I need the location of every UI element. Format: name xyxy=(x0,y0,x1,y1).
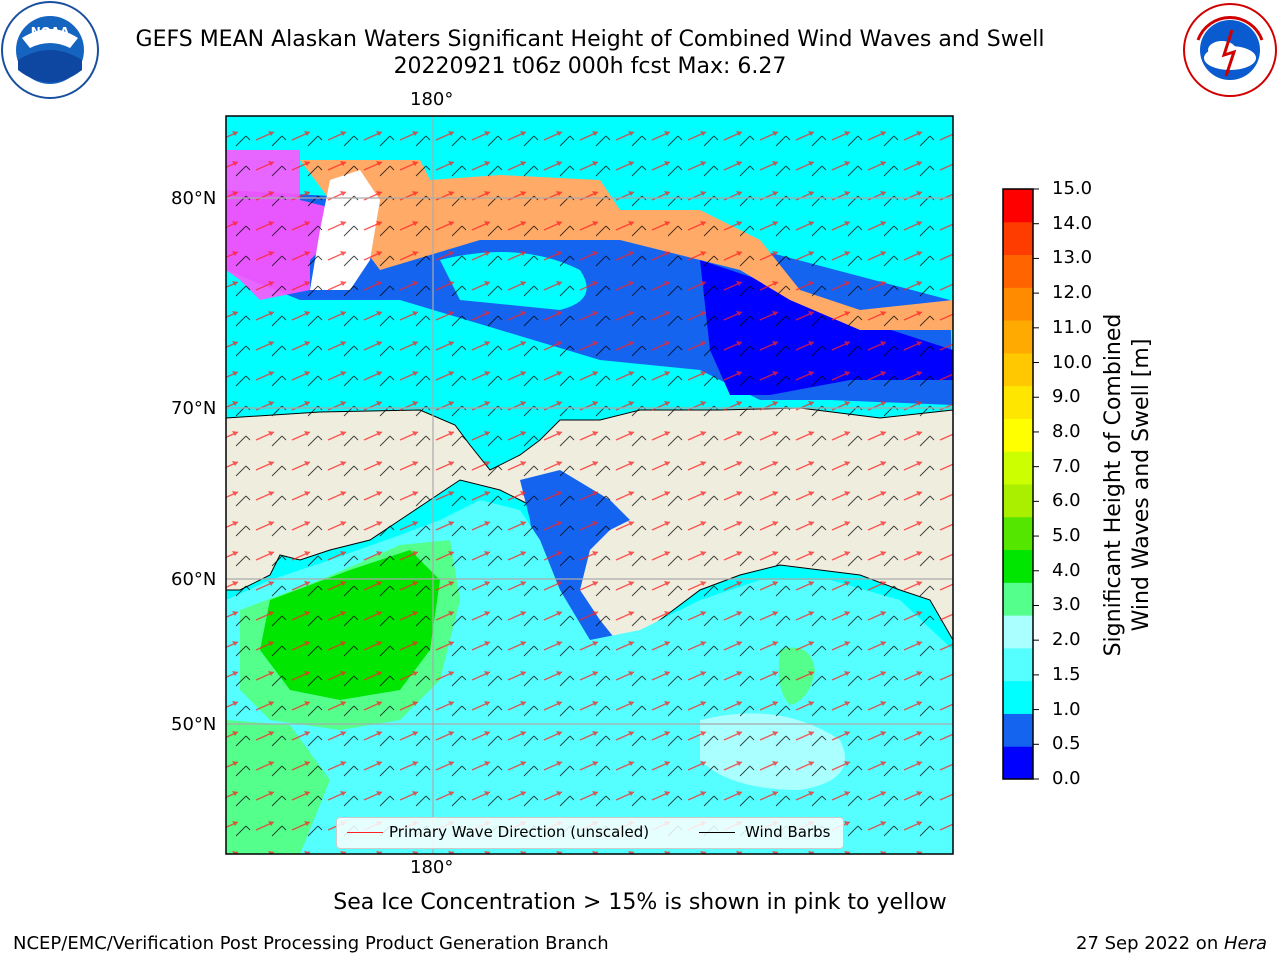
wave-arrow-field xyxy=(226,116,953,854)
colorbar-segment xyxy=(1003,516,1033,551)
colorbar-tick-label: 0.0 xyxy=(1052,768,1081,789)
nws-logo-icon xyxy=(1183,3,1277,97)
colorbar-segment xyxy=(1003,615,1033,649)
colorbar-segment xyxy=(1003,451,1033,485)
colorbar-tick-label: 2.0 xyxy=(1052,629,1081,651)
footer-date-text: 27 Sep 2022 on xyxy=(1076,933,1224,954)
wind-barb-swatch xyxy=(699,832,735,833)
colorbar-tick-label: 12.0 xyxy=(1052,282,1093,304)
lat-label: 80°N xyxy=(171,188,217,209)
colorbar-tick-label: 13.0 xyxy=(1052,247,1093,269)
colorbar xyxy=(1002,188,1039,780)
sea-ice-note: Sea Ice Concentration > 15% is shown in … xyxy=(333,890,947,915)
lon-label-bottom: 180° xyxy=(410,857,454,878)
lat-label: 70°N xyxy=(171,398,217,419)
colorbar-tick-label: 14.0 xyxy=(1052,212,1093,234)
map-legend: Primary Wave Direction (unscaled) Wind B… xyxy=(336,817,844,849)
colorbar-tick-label: 9.0 xyxy=(1052,386,1081,408)
colorbar-title: Significant Height of Combined Wind Wave… xyxy=(1100,285,1156,685)
colorbar-segment xyxy=(1003,418,1033,452)
colorbar-tick-label: 15.0 xyxy=(1052,178,1093,199)
wave-direction-label: Primary Wave Direction (unscaled) xyxy=(389,823,650,841)
colorbar-title-line1: Significant Height of Combined xyxy=(1101,313,1126,657)
colorbar-tick-label: 5.0 xyxy=(1052,525,1081,547)
noaa-logo-icon: NOAA xyxy=(1,1,99,99)
colorbar-tick-label: 3.0 xyxy=(1052,594,1081,616)
colorbar-tick-label: 1.5 xyxy=(1052,663,1081,685)
chart-title: GEFS MEAN Alaskan Waters Significant Hei… xyxy=(135,27,1045,52)
colorbar-tick-label: 10.0 xyxy=(1052,351,1093,373)
colorbar-segment xyxy=(1003,385,1033,419)
colorbar-segment xyxy=(1003,352,1033,387)
wind-barb-label: Wind Barbs xyxy=(745,823,831,841)
lat-label: 50°N xyxy=(171,714,217,735)
colorbar-tick-label: 6.0 xyxy=(1052,490,1081,512)
colorbar-segment xyxy=(1003,680,1033,714)
colorbar-tick-label: 7.0 xyxy=(1052,455,1081,477)
colorbar-segment xyxy=(1003,189,1033,223)
colorbar-segment xyxy=(1003,647,1033,682)
lon-label-top: 180° xyxy=(410,89,454,110)
footer-credit: NCEP/EMC/Verification Post Processing Pr… xyxy=(13,933,609,954)
colorbar-segment xyxy=(1003,320,1033,354)
colorbar-tick-label: 8.0 xyxy=(1052,420,1081,442)
colorbar-tick-label: 1.0 xyxy=(1052,698,1081,720)
chart-subtitle: 20220921 t06z 000h fcst Max: 6.27 xyxy=(393,54,787,79)
colorbar-segment xyxy=(1003,254,1033,288)
colorbar-tick-label: 4.0 xyxy=(1052,559,1081,581)
map-frame xyxy=(225,115,954,855)
colorbar-segment xyxy=(1003,713,1033,747)
colorbar-segment xyxy=(1003,484,1033,518)
footer-date: 27 Sep 2022 on Hera xyxy=(1076,933,1267,954)
colorbar-segment xyxy=(1003,221,1033,256)
colorbar-tick-label: 11.0 xyxy=(1052,316,1093,338)
footer-host: Hera xyxy=(1223,933,1267,954)
colorbar-segment xyxy=(1003,746,1033,780)
colorbar-segment xyxy=(1003,549,1033,583)
colorbar-frame xyxy=(1002,188,1034,780)
colorbar-title-line2: Wind Waves and Swell [m] xyxy=(1129,338,1154,632)
colorbar-segment xyxy=(1003,582,1033,616)
map-area xyxy=(226,116,953,854)
noaa-logo-text: NOAA xyxy=(31,25,70,39)
colorbar-tick-label: 0.5 xyxy=(1052,733,1081,755)
graticule xyxy=(226,116,953,854)
wave-direction-swatch xyxy=(347,832,383,833)
colorbar-segment xyxy=(1003,287,1033,321)
lat-label: 60°N xyxy=(171,569,217,590)
